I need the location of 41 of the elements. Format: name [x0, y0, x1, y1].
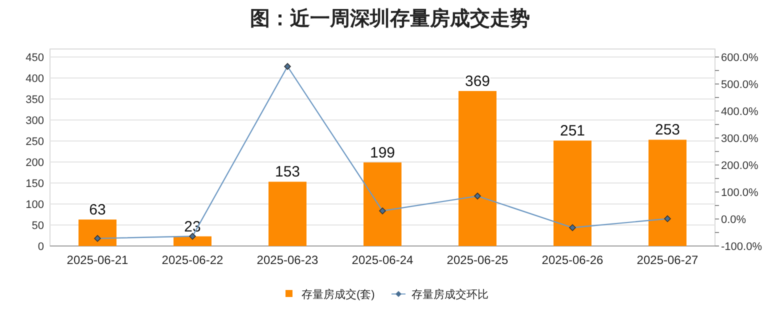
- bar: [364, 162, 402, 246]
- y-tick-label: 400: [26, 73, 44, 85]
- data-label: 253: [654, 122, 680, 139]
- bar: [268, 182, 306, 246]
- x-tick-label: 2025-06-26: [542, 253, 604, 267]
- y-tick-label: 250: [26, 136, 44, 148]
- legend-label: 存量房成交(套): [302, 288, 375, 301]
- y2-tick-label: 300.0%: [721, 133, 759, 145]
- bar: [174, 236, 212, 246]
- bar: [554, 140, 592, 246]
- data-label: 63: [89, 202, 106, 219]
- data-label: 251: [560, 122, 586, 140]
- y-tick-label: 200: [26, 157, 44, 169]
- data-label: 369: [464, 73, 490, 90]
- x-tick-label: 2025-06-24: [352, 253, 414, 267]
- bar: [458, 91, 496, 246]
- bar: [648, 140, 686, 246]
- x-tick-label: 2025-06-22: [162, 253, 224, 267]
- data-label: 199: [370, 144, 396, 162]
- y2-tick-label: 600.0%: [721, 52, 759, 64]
- x-tick-label: 2025-06-27: [636, 253, 699, 267]
- y-tick-label: 450: [26, 52, 44, 64]
- data-label: 153: [274, 164, 300, 181]
- x-tick-label: 2025-06-25: [446, 253, 509, 267]
- y2-tick-label: 200.0%: [721, 160, 759, 172]
- y2-tick-label: 0.0%: [721, 214, 746, 226]
- chart-title: 图：近一周深圳存量房成交走势: [250, 7, 530, 30]
- bar: [78, 220, 116, 246]
- y-tick-label: 300: [26, 115, 44, 127]
- y-tick-label: 150: [26, 178, 44, 190]
- y2-tick-label: -100.0%: [721, 241, 762, 253]
- y2-tick-label: 400.0%: [721, 106, 759, 118]
- y-tick-label: 50: [32, 220, 44, 232]
- y-tick-label: 0: [38, 241, 44, 253]
- x-tick-label: 2025-06-21: [66, 253, 129, 267]
- y2-tick-label: 500.0%: [721, 79, 759, 91]
- y-tick-label: 100: [26, 199, 44, 211]
- legend-label: 存量房成交环比: [412, 288, 488, 301]
- y2-tick-label: 100.0%: [721, 187, 759, 199]
- x-tick-label: 2025-06-23: [256, 253, 319, 267]
- y-tick-label: 350: [26, 94, 44, 106]
